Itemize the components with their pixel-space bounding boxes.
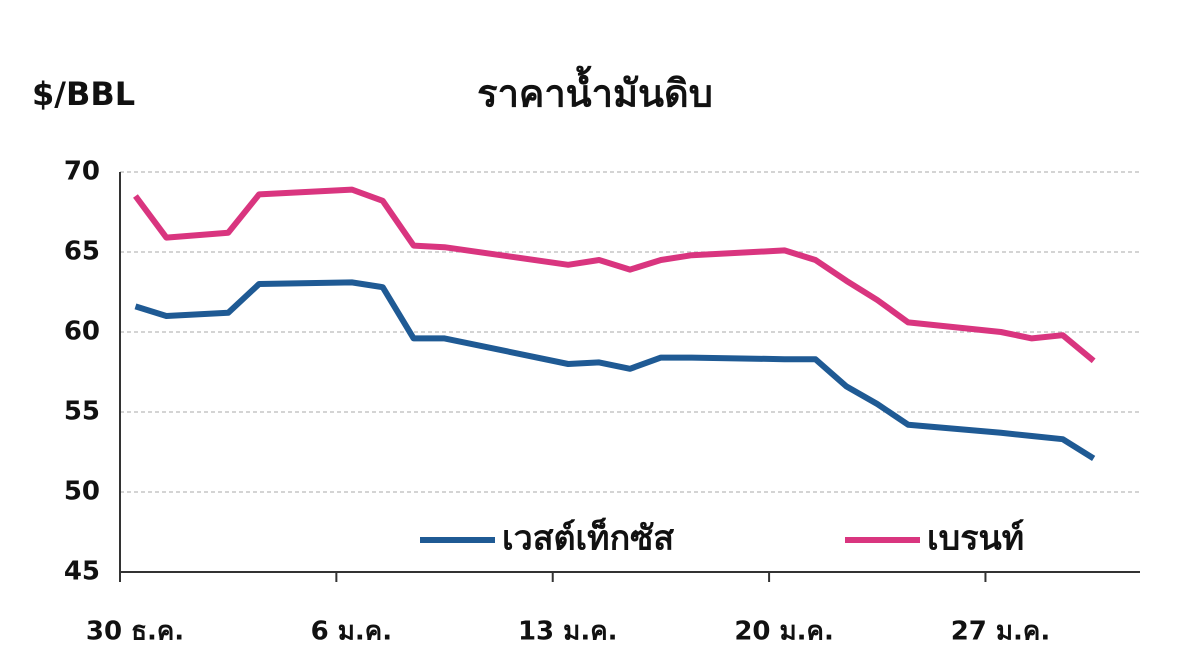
- x-tick-label: 27 ม.ค.: [951, 617, 1051, 647]
- line-series: [133, 186, 1096, 364]
- x-tick-label: 6 ม.ค.: [311, 617, 392, 647]
- y-tick-label: 65: [64, 237, 100, 267]
- x-tick-label: 20 ม.ค.: [734, 617, 834, 647]
- x-tick-label: 13 ม.ค.: [518, 617, 618, 647]
- y-tick-label: 60: [64, 317, 100, 347]
- y-axis-label: $/BBL: [32, 75, 135, 113]
- chart-title: ราคาน้ำมันดิบ: [477, 66, 713, 116]
- line-series: [134, 279, 1096, 461]
- y-tick-label: 45: [64, 557, 100, 587]
- x-tick-label: 30 ธ.ค.: [86, 617, 184, 647]
- legend-label: เวสต์เท็กซัส: [502, 517, 674, 559]
- y-tick-label: 55: [64, 397, 100, 427]
- y-tick-label: 70: [64, 157, 100, 187]
- legend-label: เบรนท์: [927, 519, 1024, 559]
- y-tick-label: 50: [64, 477, 100, 507]
